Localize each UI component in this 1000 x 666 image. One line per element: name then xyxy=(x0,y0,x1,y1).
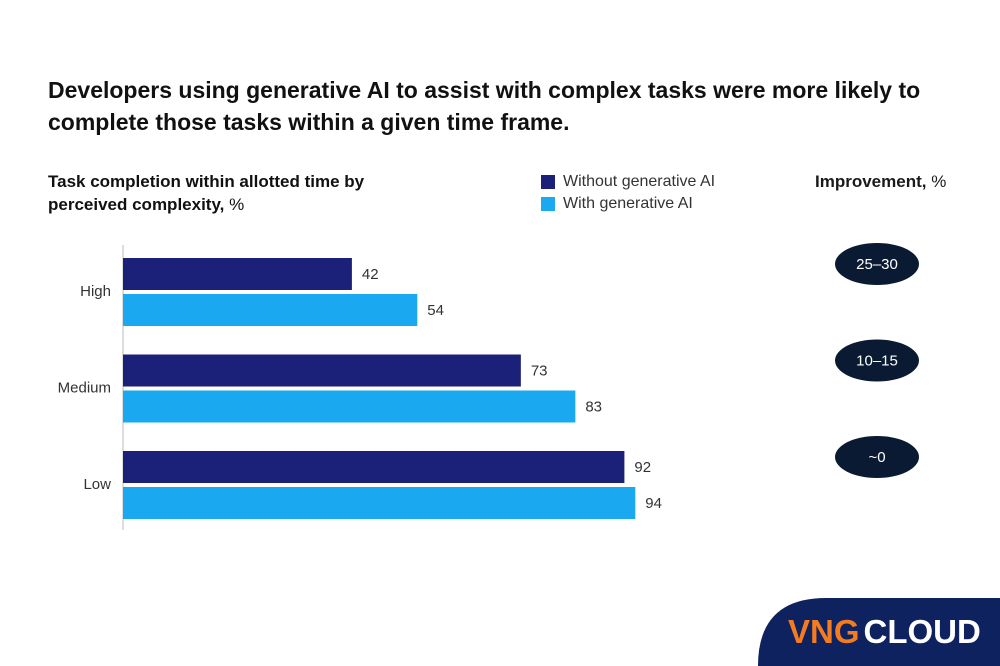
value-label: 73 xyxy=(531,362,548,379)
bar xyxy=(123,354,521,387)
improvement-badge xyxy=(835,339,919,382)
improvement-title: Improvement, % xyxy=(815,172,946,191)
legend-swatch xyxy=(541,197,555,211)
improvement-badge xyxy=(835,436,919,478)
logo-brand: VNG xyxy=(788,613,860,650)
category-label: High xyxy=(80,283,111,300)
category-label: Medium xyxy=(58,379,111,396)
value-label: 94 xyxy=(645,495,662,512)
axis-title: Task completion within allotted time by … xyxy=(48,172,365,214)
legend-label: With generative AI xyxy=(563,195,693,212)
axis-title-box: Task completion within allotted time by … xyxy=(48,170,388,216)
bar xyxy=(123,451,625,483)
category-label: Low xyxy=(83,476,111,493)
value-label: 92 xyxy=(634,459,651,476)
logo-product: CLOUD xyxy=(864,613,981,650)
improvement-label: ~0 xyxy=(868,449,885,466)
bar xyxy=(123,258,352,290)
logo: VNG CLOUD xyxy=(788,613,981,650)
value-label: 83 xyxy=(585,398,602,415)
value-label: 54 xyxy=(427,302,444,319)
legend-label: Without generative AI xyxy=(563,173,715,190)
logo-bg xyxy=(758,598,1000,666)
chart-title: Developers using generative AI to assist… xyxy=(48,77,921,135)
title-box: Developers using generative AI to assist… xyxy=(48,77,921,135)
bar xyxy=(123,294,418,326)
axis-title-wrap: Task completion within allotted time by … xyxy=(48,170,388,216)
legend-swatch xyxy=(541,175,555,189)
improvement-label: 10–15 xyxy=(856,352,898,369)
improvement-title-text: Improvement, xyxy=(815,172,926,191)
improvement-label: 25–30 xyxy=(856,256,898,273)
bar xyxy=(123,487,636,519)
improvement-badge xyxy=(835,243,919,285)
axis-unit: % xyxy=(229,195,245,214)
value-label: 42 xyxy=(362,266,379,283)
bar xyxy=(123,390,576,423)
improvement-unit: % xyxy=(931,172,946,191)
